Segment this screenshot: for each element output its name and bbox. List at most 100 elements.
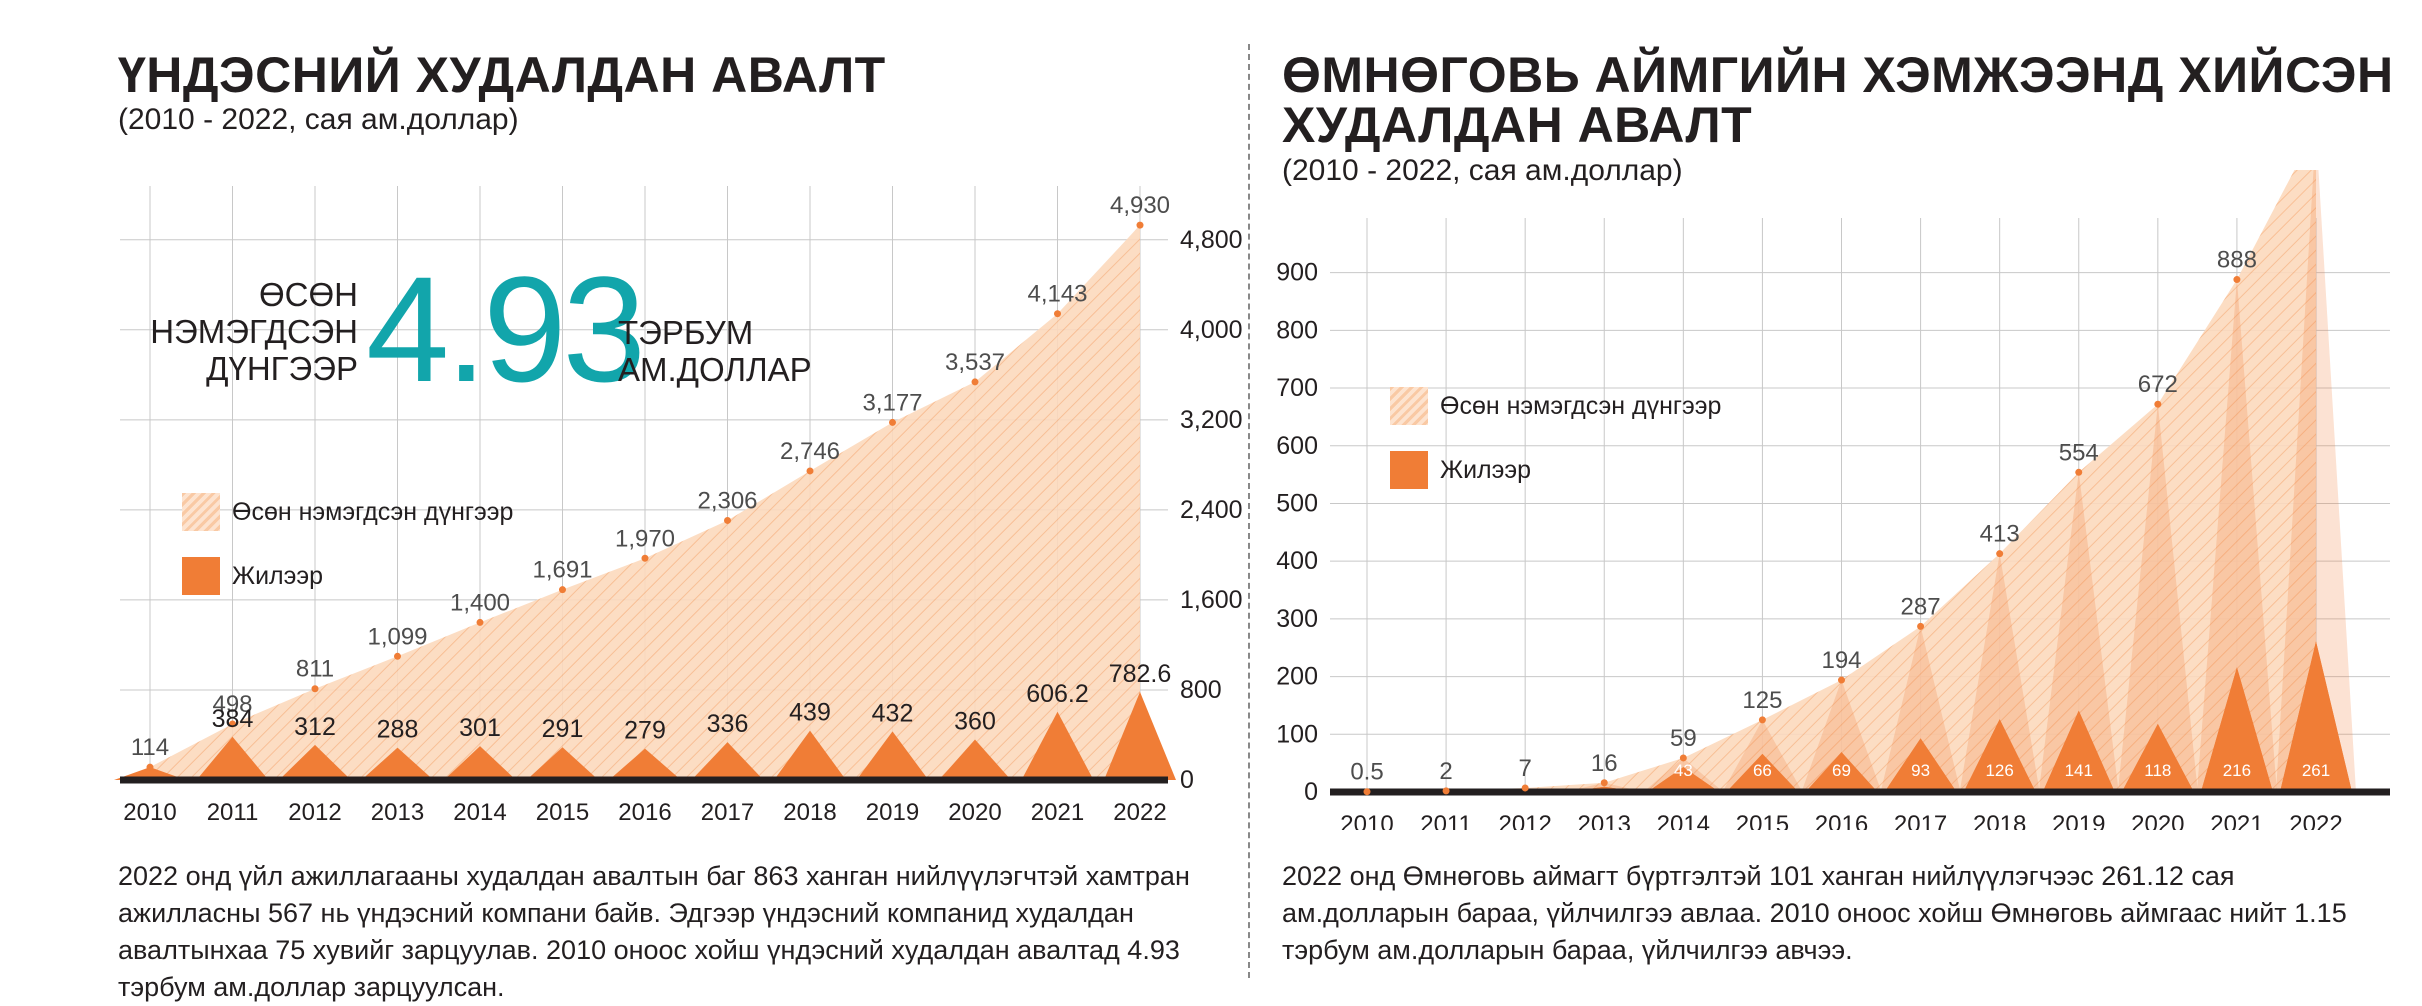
legend-item-cumulative: Өсөн нэмэгдсэн дүнгээр — [1390, 384, 1721, 428]
y-tick-label: 4,000 — [1180, 316, 1243, 344]
cumulative-value-label: 59 — [1670, 725, 1697, 752]
yearly-value-label: 126 — [1985, 761, 2013, 780]
cumulative-point — [312, 685, 319, 692]
highlight-right-label: ТЭРБУМ АМ.ДОЛЛАР — [618, 314, 812, 388]
x-tick-label: 2022 — [2289, 811, 2342, 830]
y-tick-label: 4,800 — [1180, 226, 1243, 254]
y-tick-label: 0 — [1304, 778, 1318, 806]
cumulative-point — [1996, 550, 2003, 557]
right-description: 2022 онд Өмнөговь аймагт бүртгэлтэй 101 … — [1282, 858, 2402, 969]
x-tick-label: 2020 — [2131, 811, 2184, 830]
x-tick-label: 2019 — [866, 799, 919, 826]
yearly-value-label: 336 — [707, 710, 749, 738]
y-tick-label: 300 — [1276, 605, 1318, 633]
highlight-left-line: ДҮНГЭЭР — [148, 350, 358, 387]
legend-swatch-yearly — [182, 557, 220, 595]
x-tick-label: 2011 — [207, 799, 259, 826]
legend-item-yearly: Жилээр — [182, 554, 513, 598]
cumulative-value-label: 811 — [296, 656, 334, 683]
x-tick-label: 2014 — [453, 799, 506, 826]
highlight-right-line: ТЭРБУМ — [618, 314, 812, 351]
legend-label-yearly: Жилээр — [232, 562, 323, 591]
x-tick-label: 2013 — [371, 799, 424, 826]
cumulative-point — [394, 653, 401, 660]
left-chart-subtitle: (2010 - 2022, сая ам.доллар) — [118, 103, 519, 137]
y-tick-label: 800 — [1180, 676, 1222, 704]
legend-swatch-cumulative — [182, 493, 220, 531]
yearly-value-label: 439 — [789, 699, 831, 727]
cumulative-point — [642, 555, 649, 562]
cumulative-point — [1364, 788, 1371, 795]
yearly-value-label: 118 — [2144, 761, 2171, 780]
yearly-value-label: 216 — [2223, 761, 2251, 780]
cumulative-highlight: ӨСӨН НЭМЭГДСЭН ДҮНГЭЭР 4.93 ТЭРБУМ АМ.ДО… — [148, 276, 1148, 406]
cumulative-value-label: 2,306 — [697, 487, 757, 514]
legend-label-cumulative: Өсөн нэмэгдсэн дүнгээр — [1440, 392, 1721, 421]
right-chart-title: ӨМНӨГОВЬ АЙМГИЙН ХЭМЖЭЭНД ХИЙСЭН ХУДАЛДА… — [1282, 50, 2394, 150]
y-tick-label: 0 — [1180, 766, 1194, 794]
cumulative-value-label: 554 — [2059, 439, 2099, 466]
cumulative-value-label: 287 — [1901, 593, 1941, 620]
legend-item-cumulative: Өсөн нэмэгдсэн дүнгээр — [182, 490, 513, 534]
x-tick-label: 2012 — [288, 799, 341, 826]
highlight-left-line: НЭМЭГДСЭН — [148, 313, 358, 350]
highlight-left-label: ӨСӨН НЭМЭГДСЭН ДҮНГЭЭР — [148, 276, 358, 387]
left-description: 2022 онд үйл ажиллагааны худалдан авалты… — [118, 858, 1228, 1006]
cumulative-value-label: 2,746 — [780, 438, 840, 465]
right-title-line: ӨМНӨГОВЬ АЙМГИЙН ХЭМЖЭЭНД ХИЙСЭН — [1282, 50, 2394, 100]
yearly-value-label: 782.6 — [1109, 660, 1172, 688]
cumulative-point — [1522, 784, 1529, 791]
x-tick-label: 2014 — [1657, 811, 1710, 830]
yearly-value-label: 93 — [1911, 761, 1930, 780]
cumulative-value-label: 888 — [2217, 247, 2257, 274]
y-tick-label: 2,400 — [1180, 496, 1243, 524]
yearly-value-label: 288 — [377, 716, 419, 744]
yearly-value-label: 66 — [1753, 761, 1772, 780]
x-tick-label: 2015 — [536, 799, 589, 826]
cumulative-point — [807, 467, 814, 474]
left-chart-title: ҮНДЭСНИЙ ХУДАЛДАН АВАЛТ — [118, 50, 886, 100]
cumulative-value-label: 413 — [1980, 521, 2020, 548]
x-tick-label: 2015 — [1736, 811, 1789, 830]
x-tick-label: 2013 — [1578, 811, 1631, 830]
cumulative-value-label: 0.5 — [1350, 759, 1383, 786]
x-tick-label: 2011 — [1420, 811, 1472, 830]
cumulative-point — [2154, 401, 2161, 408]
cumulative-point — [2075, 469, 2082, 476]
highlight-right-line: АМ.ДОЛЛАР — [618, 351, 812, 388]
x-tick-label: 2012 — [1498, 811, 1551, 830]
cumulative-point — [559, 586, 566, 593]
x-tick-label: 2017 — [1894, 811, 1947, 830]
right-legend: Өсөн нэмэгдсэн дүнгээр Жилээр — [1390, 384, 1721, 512]
x-tick-label: 2020 — [948, 799, 1001, 826]
x-tick-label: 2022 — [1113, 799, 1166, 826]
legend-swatch-yearly — [1390, 451, 1428, 489]
cumulative-value-label: 114 — [131, 734, 169, 761]
cumulative-value-label: 4,930 — [1110, 192, 1170, 219]
yearly-value-label: 384 — [212, 705, 254, 733]
cumulative-point — [1838, 677, 1845, 684]
cumulative-value-label: 1,691 — [532, 557, 592, 584]
x-tick-label: 2018 — [783, 799, 836, 826]
x-tick-label: 2018 — [1973, 811, 2026, 830]
x-tick-label: 2010 — [1340, 811, 1393, 830]
highlight-value: 4.93 — [366, 254, 642, 404]
highlight-left-line: ӨСӨН — [148, 276, 358, 313]
yearly-value-label: 301 — [459, 714, 501, 742]
cumulative-point — [1601, 779, 1608, 786]
cumulative-point — [1917, 623, 1924, 630]
cumulative-point — [724, 517, 731, 524]
yearly-value-label: 261 — [2302, 761, 2330, 780]
y-tick-label: 200 — [1276, 663, 1318, 691]
y-tick-label: 900 — [1276, 259, 1318, 287]
y-tick-label: 3,200 — [1180, 406, 1243, 434]
yearly-value-label: 141 — [2065, 761, 2093, 780]
left-legend: Өсөн нэмэгдсэн дүнгээр Жилээр — [182, 490, 513, 618]
y-tick-label: 100 — [1276, 720, 1318, 748]
cumulative-point — [477, 619, 484, 626]
cumulative-point — [1443, 787, 1450, 794]
cumulative-value-label: 1,099 — [367, 623, 427, 650]
cumulative-value-label: 1,970 — [615, 525, 675, 552]
cumulative-value-label: 194 — [1821, 647, 1861, 674]
y-tick-label: 1,600 — [1180, 586, 1243, 614]
